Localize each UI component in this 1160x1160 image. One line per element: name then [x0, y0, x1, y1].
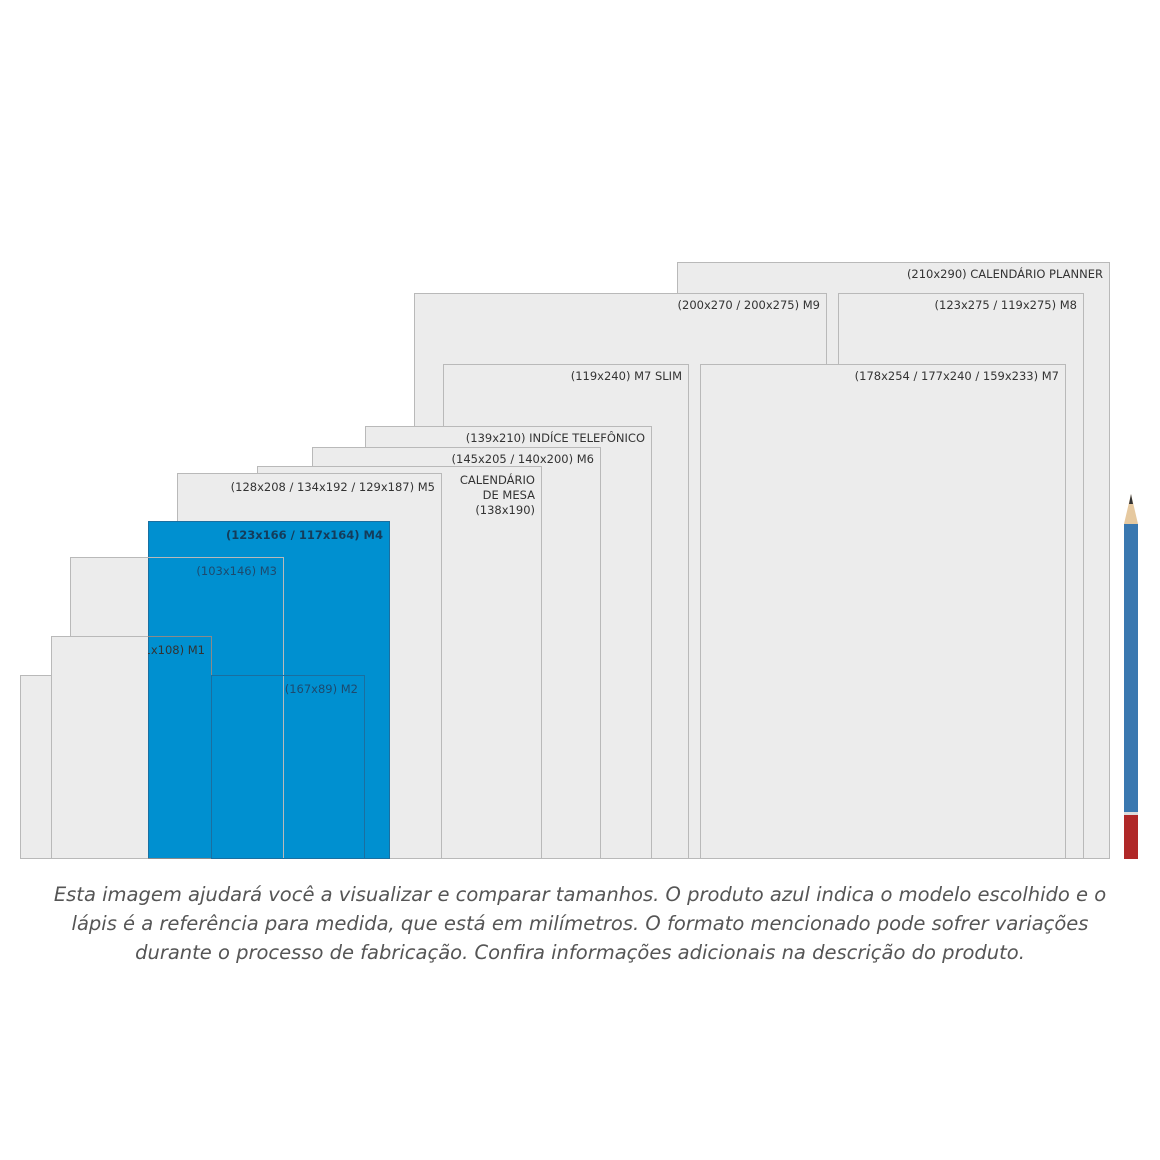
- format-label: (139x210) INDÍCE TELEFÔNICO: [465, 431, 645, 445]
- format-label: (210x290) CALENDÁRIO PLANNER: [906, 267, 1103, 281]
- format-m1-grey-part: [51, 636, 148, 859]
- format-label: (178x254 / 177x240 / 159x233) M7: [854, 369, 1059, 383]
- format-label: (200x270 / 200x275) M9: [677, 298, 820, 312]
- pencil-icon: [1124, 494, 1138, 859]
- format-label: (128x208 / 134x192 / 129x187) M5: [230, 480, 435, 494]
- caption: Esta imagem ajudará você a visualizar e …: [53, 883, 1107, 964]
- format-label: (123x166 / 117x164) M4: [225, 528, 383, 542]
- format-label: (123x275 / 119x275) M8: [934, 298, 1077, 312]
- format-label: (167x89) M2: [284, 682, 358, 696]
- format-label: (103x146) M3: [196, 564, 277, 578]
- format-label: (145x205 / 140x200) M6: [451, 452, 594, 466]
- format-m4-selected: (123x166 / 117x164) M4: [148, 521, 390, 859]
- format-m2: (167x89) M2: [211, 675, 365, 859]
- format-label: CALENDÁRIO DE MESA (138x190): [459, 473, 535, 517]
- format-m7: (178x254 / 177x240 / 159x233) M7: [700, 364, 1066, 859]
- format-label: (119x240) M7 SLIM: [570, 369, 682, 383]
